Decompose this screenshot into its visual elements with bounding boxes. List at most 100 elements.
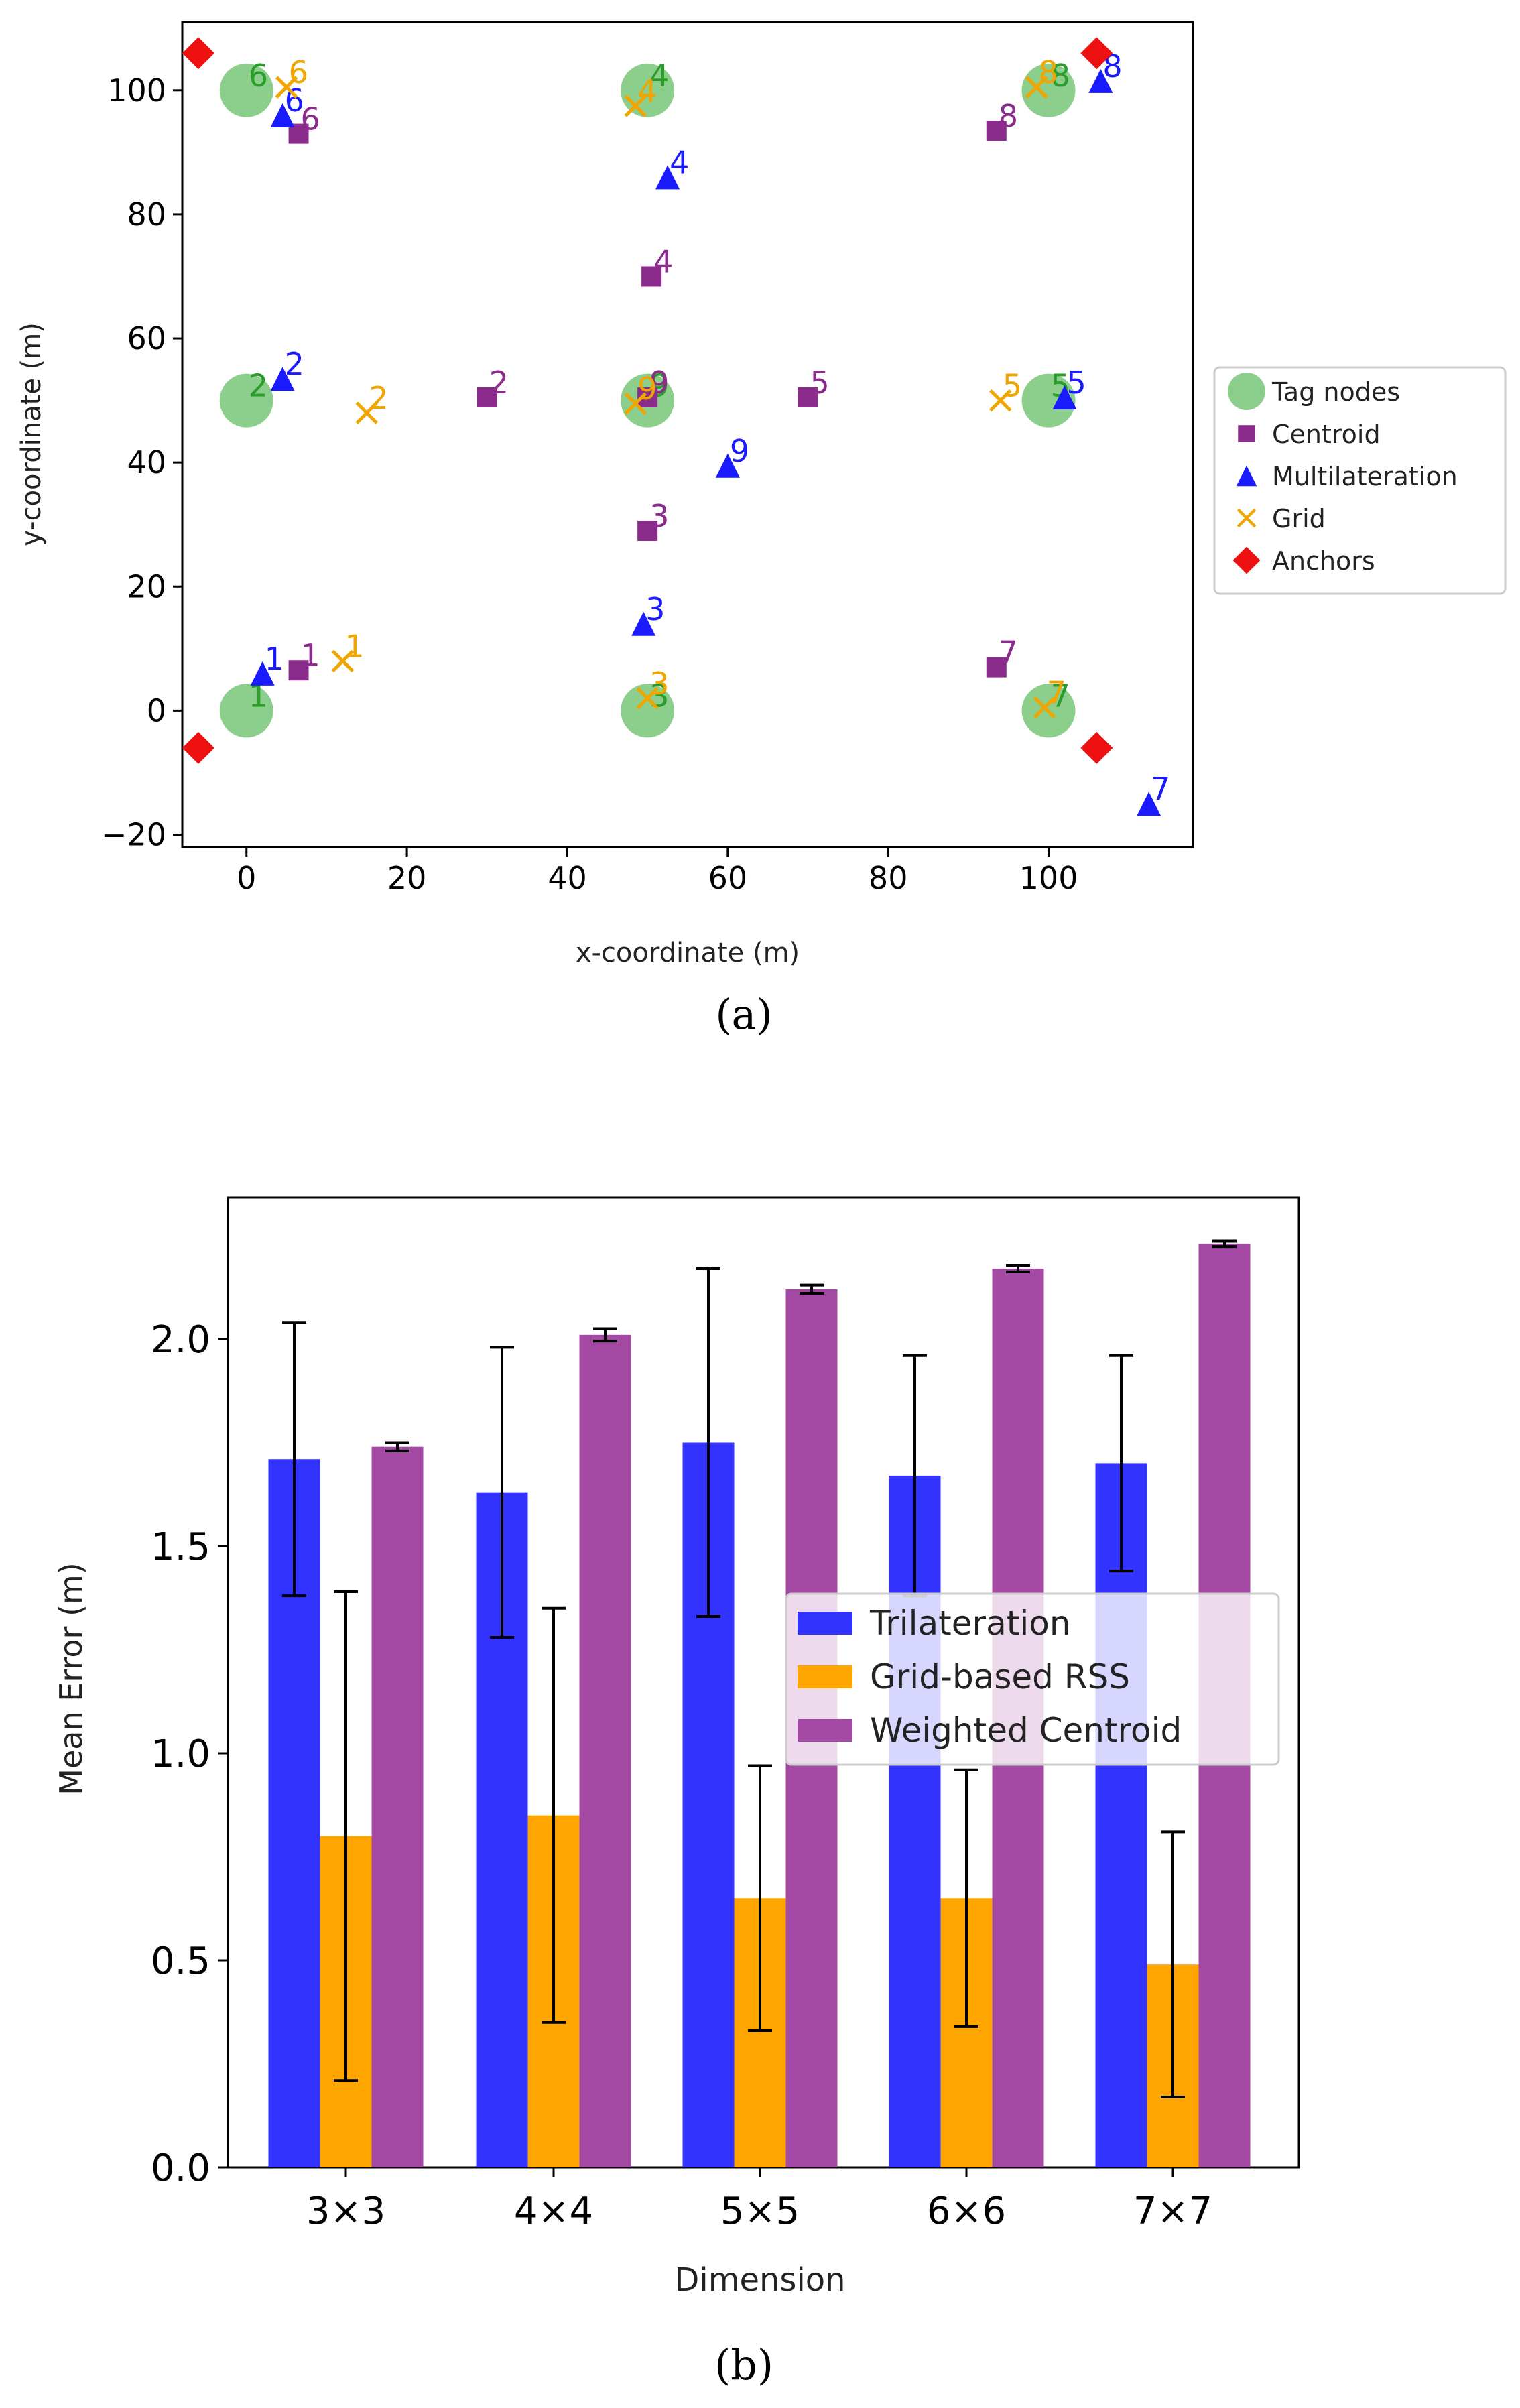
point-label: 1 xyxy=(265,641,284,677)
axis-ticks-b: 0.0 0.5 1.0 1.5 2.0 3×3 4×4 5×5 6×6 7×7 xyxy=(151,1318,1212,2233)
point-label: 9 xyxy=(649,365,669,401)
legend-swatch-b xyxy=(798,1612,852,1635)
y-tick-label: 0 xyxy=(147,692,166,728)
legend-swatch-b xyxy=(798,1719,852,1742)
error-bars-grid-based-rss xyxy=(334,1590,1185,2098)
bar xyxy=(371,1446,424,2167)
axis-ticks-a: 0 20 40 60 80 100 −20 0 20 40 60 80 100 xyxy=(101,72,1078,896)
x-tick-label: 4×4 xyxy=(514,2190,593,2233)
legend-label-a: Anchors xyxy=(1272,546,1375,576)
x-tick-label: 7×7 xyxy=(1133,2190,1212,2233)
y-axis-label-b: Mean Error (m) xyxy=(53,1562,89,1795)
point-label: 7 xyxy=(1151,771,1170,807)
square-point xyxy=(986,657,1007,678)
bar xyxy=(579,1334,631,2167)
legend-label-a: Tag nodes xyxy=(1271,377,1400,407)
x-tick-label: 6×6 xyxy=(927,2190,1006,2233)
legend-label-a: Multilateration xyxy=(1272,462,1458,491)
legend-swatch-a xyxy=(1228,373,1265,410)
y-tick-label: 100 xyxy=(107,72,166,109)
x-point xyxy=(624,392,647,415)
point-label: 3 xyxy=(649,666,669,702)
y-tick-label: 80 xyxy=(127,196,166,233)
square-point xyxy=(798,387,818,407)
bar-marks xyxy=(268,1239,1251,2167)
caption-a: (a) xyxy=(715,990,772,1039)
scatter-panel: 0 20 40 60 80 100 −20 0 20 40 60 80 100 1 2 3 4 5 6 7 8 9 1 2 3… xyxy=(16,21,1507,1039)
x-tick-label: 3×3 xyxy=(306,2190,385,2233)
point-label: 3 xyxy=(649,498,669,534)
legend-item-b: Grid-based RSS xyxy=(798,1657,1130,1696)
legend-label-a: Centroid xyxy=(1272,420,1381,449)
point-label: 2 xyxy=(249,368,268,404)
x-tick-label: 0 xyxy=(237,860,256,896)
point-label: 7 xyxy=(1047,675,1066,711)
x-axis-label-a: x-coordinate (m) xyxy=(576,938,800,968)
x-point xyxy=(989,389,1012,412)
legend-item-a: Anchors xyxy=(1232,546,1375,576)
triangle-point xyxy=(715,453,740,478)
point-label: 5 xyxy=(1003,368,1022,404)
y-tick-label: 20 xyxy=(127,568,166,605)
point-label: 8 xyxy=(999,98,1018,134)
legend-label-a: Grid xyxy=(1272,504,1326,533)
circle-point xyxy=(219,684,273,738)
triangle-point xyxy=(1088,68,1113,93)
x-point xyxy=(1025,76,1048,99)
point-label: 7 xyxy=(1051,678,1070,714)
square-point xyxy=(641,266,662,287)
circle-point xyxy=(621,684,675,738)
diamond-point xyxy=(182,731,214,764)
triangle-point xyxy=(1052,385,1077,409)
point-label: 2 xyxy=(369,380,388,416)
triangle-point xyxy=(270,103,295,127)
y-tick-label: 0.0 xyxy=(151,2147,210,2190)
legend-item-b: Weighted Centroid xyxy=(798,1711,1182,1750)
point-label: 7 xyxy=(999,635,1018,671)
x-tick-label: 100 xyxy=(1019,860,1078,896)
y-axis-label-a: y-coordinate (m) xyxy=(16,322,47,546)
legend-item-b: Trilateration xyxy=(798,1604,1071,1643)
legend-b: Trilateration Grid-based RSS Weighted Cent… xyxy=(785,1592,1280,1766)
error-bars-trilateration xyxy=(282,1267,1133,1639)
legend-swatch-a xyxy=(1232,546,1261,574)
triangle-point xyxy=(1137,791,1161,816)
x-point xyxy=(275,76,298,99)
y-tick-label: 1.0 xyxy=(151,1732,210,1776)
point-label: 4 xyxy=(637,73,657,109)
point-label: 9 xyxy=(637,371,657,407)
point-label: 6 xyxy=(249,58,268,94)
point-label: 6 xyxy=(301,101,320,137)
legend-a: Tag nodes Centroid Multilateration Grid Anch… xyxy=(1213,366,1507,595)
point-label: 4 xyxy=(653,243,673,279)
x-point xyxy=(1033,696,1056,719)
triangle-point xyxy=(270,367,295,391)
series-centroid: 1 2 3 4 5 6 7 8 9 xyxy=(288,98,1018,681)
circle-point xyxy=(1021,63,1076,117)
legend-item-a: Grid xyxy=(1237,504,1326,533)
x-point xyxy=(624,94,647,117)
legend-label-b: Trilateration xyxy=(869,1604,1071,1643)
point-label: 8 xyxy=(1039,54,1058,90)
triangle-point xyxy=(631,611,656,636)
x-tick-label: 80 xyxy=(869,860,908,896)
square-point xyxy=(477,387,497,407)
legend-label-b: Weighted Centroid xyxy=(870,1711,1182,1750)
bar-panel: 0.0 0.5 1.0 1.5 2.0 3×3 4×4 5×5 6×6 7×7 Trilatera… xyxy=(53,1196,1300,2389)
series-anchors xyxy=(182,37,1113,764)
x-point xyxy=(636,687,659,710)
y-tick-label: 0.5 xyxy=(151,1940,210,1983)
series-grid: 1 2 3 4 5 6 7 8 9 xyxy=(275,54,1066,719)
y-tick-label: 1.5 xyxy=(151,1525,210,1569)
point-label: 4 xyxy=(649,58,669,94)
point-label: 3 xyxy=(649,678,669,714)
square-point xyxy=(986,120,1007,141)
legend-box-b xyxy=(785,1592,1280,1766)
y-tick-label: −20 xyxy=(101,816,166,852)
triangle-point xyxy=(250,661,275,686)
legend-box-a xyxy=(1213,366,1507,595)
x-tick-label: 5×5 xyxy=(720,2190,800,2233)
legend-swatch-a xyxy=(1237,508,1257,528)
circle-point xyxy=(219,373,273,428)
